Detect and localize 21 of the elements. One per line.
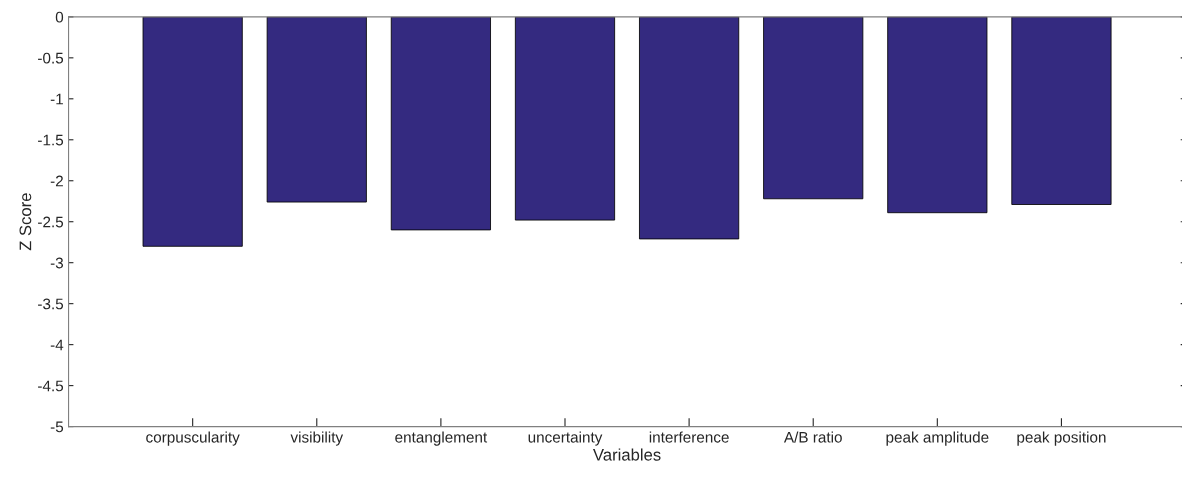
y-tick-label: 0 [55, 11, 64, 23]
x-tick-label: corpuscularity [146, 431, 240, 446]
x-tick-label: peak amplitude [886, 431, 989, 446]
y-axis-title: Z Score [19, 193, 32, 251]
x-axis-title: Variables [593, 448, 661, 461]
y-tick-label: -4.5 [38, 380, 64, 392]
y-tick-label: -0.5 [38, 52, 64, 64]
x-tick-label: interference [649, 431, 729, 443]
y-tick-label: -5 [50, 421, 64, 433]
y-tick-label: -3.5 [38, 298, 64, 310]
y-tick-label: -1.5 [38, 134, 64, 146]
y-tick-label: -3 [50, 257, 64, 269]
y-tick-label: -1 [50, 93, 63, 105]
x-tick-label: A/B ratio [783, 431, 842, 443]
x-tick-label: visibility [290, 431, 344, 446]
x-tick-label: uncertainty [528, 431, 603, 446]
x-tick-label: peak position [1017, 431, 1106, 446]
y-tick-label: -4 [50, 339, 64, 351]
y-tick-label: -2.5 [38, 216, 64, 228]
x-tick-label: entanglement [395, 431, 488, 446]
y-tick-label: -2 [50, 175, 63, 187]
